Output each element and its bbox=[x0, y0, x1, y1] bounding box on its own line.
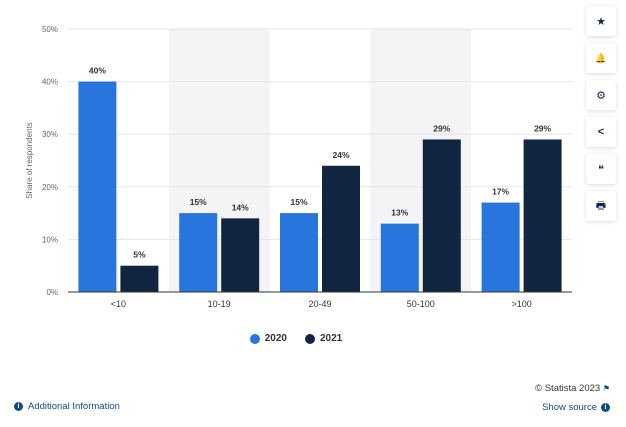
x-category-label: 10-19 bbox=[208, 299, 231, 309]
y-tick-label: 30% bbox=[42, 130, 58, 139]
data-label-2021-2: 24% bbox=[332, 150, 349, 160]
printer-icon: 🖶 bbox=[595, 199, 607, 212]
bars bbox=[78, 81, 562, 292]
x-category-label: 50-100 bbox=[407, 299, 435, 309]
alert-button[interactable]: 🔔 bbox=[586, 43, 616, 73]
bar-2021-4[interactable] bbox=[523, 139, 562, 292]
data-label-2020-0: 40% bbox=[89, 66, 106, 76]
star-icon: ★ bbox=[596, 15, 606, 28]
bar-2021-0[interactable] bbox=[120, 265, 159, 292]
bar-2020-4[interactable] bbox=[481, 202, 520, 292]
legend-label-2021: 2021 bbox=[320, 333, 343, 344]
bar-2020-1[interactable] bbox=[179, 213, 218, 292]
additional-information-label: Additional Information bbox=[28, 401, 120, 412]
y-axis-title: Share of respondents bbox=[25, 122, 34, 199]
bar-2021-1[interactable] bbox=[221, 218, 260, 292]
bar-2021-3[interactable] bbox=[422, 139, 461, 292]
bell-icon: 🔔 bbox=[595, 52, 607, 63]
favorite-button[interactable]: ★ bbox=[586, 6, 616, 36]
y-tick-label: 10% bbox=[42, 235, 58, 244]
y-tick-label: 20% bbox=[42, 183, 58, 192]
show-source-label: Show source bbox=[542, 402, 597, 413]
x-category-label: <10 bbox=[111, 299, 126, 309]
legend-dot-2020 bbox=[249, 333, 260, 344]
x-category-label: >100 bbox=[511, 299, 531, 309]
data-labels: 40% 5% 15% 14% 15% 24% 13% 29% 17% 29% bbox=[89, 66, 552, 260]
x-axis-categories: <10 10-19 20-49 50-100 >100 bbox=[111, 299, 532, 309]
data-label-2020-3: 13% bbox=[391, 208, 408, 218]
data-label-2020-4: 17% bbox=[492, 187, 509, 197]
additional-information-link[interactable]: i Additional Information bbox=[14, 401, 120, 412]
credit-text: © Statista 2023 bbox=[535, 383, 601, 394]
bar-2020-2[interactable] bbox=[280, 213, 318, 292]
y-tick-label: 50% bbox=[42, 25, 58, 34]
legend: 2020 2021 bbox=[0, 333, 592, 344]
legend-label-2020: 2020 bbox=[264, 333, 287, 344]
x-category-label: 20-49 bbox=[308, 299, 331, 309]
share-button[interactable]: < bbox=[586, 117, 616, 147]
bar-2020-0[interactable] bbox=[78, 81, 117, 292]
gear-icon: ⚙ bbox=[596, 89, 606, 102]
settings-button[interactable]: ⚙ bbox=[586, 80, 616, 110]
data-label-2020-1: 15% bbox=[190, 197, 207, 207]
share-icon: < bbox=[597, 126, 605, 138]
legend-item-2020[interactable]: 2020 bbox=[249, 333, 287, 344]
legend-dot-2021 bbox=[305, 333, 315, 344]
data-label-2020-2: 15% bbox=[290, 197, 307, 207]
info-icon: i bbox=[601, 403, 610, 412]
bar-chart: 0% 10% 20% 30% 40% 50% 40% 5% 15% 14% 15% 24% 13% 29… bbox=[25, 25, 572, 309]
statista-credit[interactable]: © Statista 2023 ⚑ bbox=[535, 383, 610, 394]
data-label-2021-1: 14% bbox=[232, 202, 249, 212]
bar-2021-2[interactable] bbox=[322, 165, 360, 292]
data-label-2021-4: 29% bbox=[534, 123, 551, 133]
data-label-2021-0: 5% bbox=[133, 250, 146, 260]
flag-icon: ⚑ bbox=[602, 384, 610, 393]
quote-icon: ❝ bbox=[598, 163, 604, 176]
data-label-2021-3: 29% bbox=[433, 123, 450, 133]
y-axis-ticks: 0% 10% 20% 30% 40% 50% bbox=[42, 25, 58, 297]
print-button[interactable]: 🖶 bbox=[586, 191, 616, 221]
show-source-link[interactable]: Show source i bbox=[542, 402, 610, 413]
chart-toolbar: ★ 🔔 ⚙ < ❝ 🖶 bbox=[586, 6, 616, 228]
cite-button[interactable]: ❝ bbox=[586, 154, 616, 184]
bar-2020-3[interactable] bbox=[380, 223, 419, 292]
y-tick-label: 0% bbox=[46, 288, 58, 297]
info-icon: i bbox=[14, 402, 23, 411]
gridlines bbox=[68, 28, 572, 240]
y-tick-label: 40% bbox=[42, 78, 58, 87]
legend-item-2021[interactable]: 2021 bbox=[305, 333, 342, 344]
